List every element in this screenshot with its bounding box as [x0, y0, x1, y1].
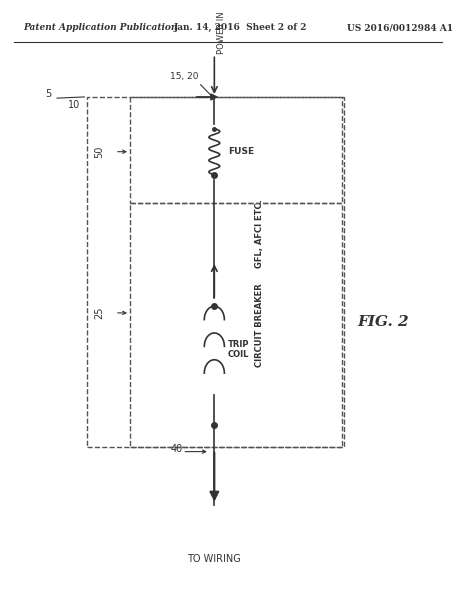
- Text: Jan. 14, 2016  Sheet 2 of 2: Jan. 14, 2016 Sheet 2 of 2: [173, 23, 307, 32]
- Text: 5: 5: [46, 89, 52, 99]
- Text: POWER IN: POWER IN: [217, 12, 226, 54]
- Text: 15, 20: 15, 20: [171, 71, 199, 81]
- Text: CIRCUIT BREAKER: CIRCUIT BREAKER: [255, 283, 264, 367]
- Text: US 2016/0012984 A1: US 2016/0012984 A1: [346, 23, 453, 32]
- Text: 25: 25: [94, 307, 104, 319]
- Text: FIG. 2: FIG. 2: [357, 315, 409, 329]
- Text: 40: 40: [171, 444, 183, 453]
- Text: GFL, AFCI ETC.: GFL, AFCI ETC.: [255, 199, 264, 268]
- Text: Patent Application Publication: Patent Application Publication: [23, 23, 177, 32]
- Text: FUSE: FUSE: [228, 147, 254, 156]
- Text: 50: 50: [94, 145, 104, 158]
- Text: 10: 10: [67, 100, 80, 111]
- Text: TRIP
COIL: TRIP COIL: [228, 340, 249, 359]
- Text: TO WIRING: TO WIRING: [187, 554, 241, 565]
